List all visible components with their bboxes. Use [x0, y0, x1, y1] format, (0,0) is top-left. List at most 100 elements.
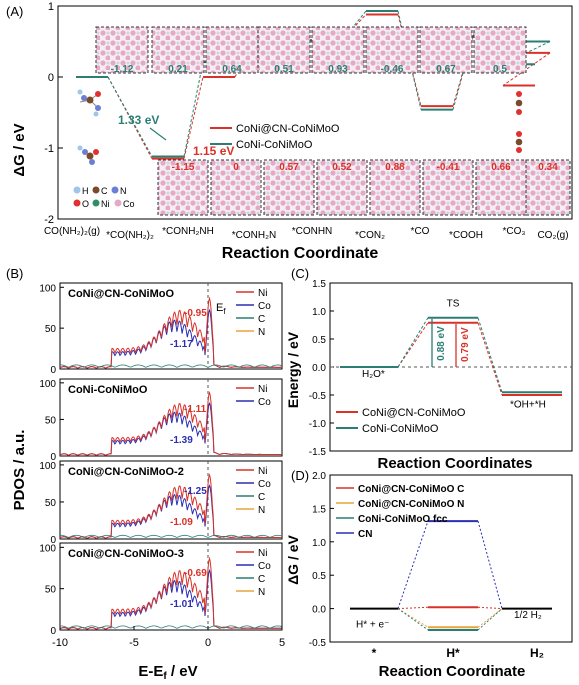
b-curve-co-1	[59, 401, 282, 456]
c-ytick-label: 1.0	[312, 307, 326, 318]
b-xtick-label: 5	[279, 637, 285, 649]
b-legend-label-3-1: Co	[258, 561, 271, 572]
d-connector-0-0	[397, 606, 429, 610]
d-legend-label-3: CN	[358, 529, 372, 540]
d-connector-0-1	[477, 606, 503, 610]
b-ytick-label: 0	[50, 365, 56, 376]
b-subpanel-title-1: CoNi-CoNiMoO	[68, 384, 148, 396]
atom-ni-dot	[92, 199, 100, 207]
a-structure-bottom-2	[263, 159, 315, 216]
d-legend-label-0: CoNi@CN-CoNiMoO C	[358, 484, 464, 495]
b-ytick-label: 50	[45, 498, 57, 509]
b-center-label-2-2: -1.09	[170, 517, 193, 528]
d-connector-1-1	[477, 608, 503, 628]
b-subpanel-frame-0	[59, 282, 283, 370]
b-ytick-label: 50	[45, 585, 57, 596]
d-ytick-label: 1.5	[312, 504, 326, 515]
c-ytick-label: 0.0	[312, 363, 326, 374]
b-ytick-label: 50	[45, 324, 57, 335]
panel-a-legend: CoNi@CN-CoNiMoO CoNi-CoNiMoO	[210, 123, 340, 151]
b-curve-c-0	[60, 364, 283, 368]
panel-a-annotation-1: 1.33 eV	[118, 113, 159, 127]
a-step-label-bottom-4: 0.88	[385, 162, 405, 173]
d-category-label-0: *	[372, 646, 377, 660]
d-connector-2-0	[397, 608, 429, 631]
c-connector-1-1	[477, 317, 503, 393]
a-step-label-top-3: 0.51	[274, 64, 294, 75]
c-state-label-2: *OH+*H	[510, 399, 546, 410]
legend-label-conicn: CoNi@CN-CoNiMoO	[236, 123, 340, 135]
panel-b-y-axis-label: PDOS / a.u.	[11, 430, 28, 511]
d-ytick-label: 0.0	[312, 605, 326, 616]
panel-a-x-axis-label: Reaction Coordinate	[222, 245, 379, 262]
b-ytick-label: 50	[45, 415, 57, 426]
a-ytick-label: 0	[48, 72, 54, 84]
b-legend-label-0-0: Ni	[258, 288, 267, 299]
b-subpanel-1: 0 50 100 CoNi-CoNiMoO Ni Co -1.11 -1.39	[39, 378, 283, 463]
a-step-label-bottom-7: 0.34	[538, 162, 558, 173]
b-subpanel-title-2: CoNi@CN-CoNiMoO-2	[68, 466, 184, 478]
b-center-label-1-3: -0.69	[184, 568, 207, 579]
panel-d-label: (D)	[291, 468, 309, 483]
d-connector-3-0	[397, 520, 429, 609]
a-step-label-bottom-6: 0.66	[491, 162, 511, 173]
c-connector-0-0	[397, 322, 429, 368]
a-step-label-top-5: -0.46	[381, 64, 404, 75]
a-category-label-0: CO(NH₂)₂(g)	[44, 226, 100, 237]
panel-d-frame	[329, 474, 573, 643]
d-ytick-label: -0.5	[309, 638, 327, 649]
b-legend-label-0-2: C	[258, 314, 265, 325]
d-state-label-1: 1/2 H₂	[514, 610, 542, 621]
a-category-label-1: *CO(NH₂)₂	[106, 230, 154, 241]
a-step-label-top-6: 0.67	[436, 64, 456, 75]
b-ytick-label: 0	[50, 626, 56, 637]
b-fermi-label: Ef	[216, 302, 226, 316]
d-category-label-1: H*	[446, 646, 460, 660]
c-barrier-label-2: 0.79 eV	[460, 327, 471, 362]
b-legend-label-3-3: N	[258, 587, 265, 598]
a-ytick-label: 1	[48, 1, 54, 13]
atom-o-label: O	[82, 199, 89, 209]
b-legend-label-1-0: Ni	[258, 384, 267, 395]
c-connector-0-1	[477, 322, 503, 396]
b-xtick-label: -5	[129, 637, 139, 649]
atom-c-label: C	[101, 186, 108, 196]
d-connector-3-1	[477, 520, 503, 609]
panel-d-x-axis-label: Reaction Coordinate	[379, 663, 526, 680]
c-ytick-label: -1.0	[309, 419, 327, 430]
co2-molecule-icon	[515, 91, 523, 153]
a-category-label-9: CO₂(g)	[537, 230, 568, 241]
b-subpanel-2: 0 50 100 CoNi@CN-CoNiMoO-2 Ni Co CN -1.25 -1.09	[39, 460, 283, 546]
panel-a: (A) -2 -1 0 1 -1.12 0.21 0.64 0.51 0.93 -0.46 0.6…	[6, 1, 573, 262]
a-structure-top-6	[419, 26, 473, 74]
d-ytick-label: 1.0	[312, 538, 326, 549]
atom-h-label: H	[82, 186, 89, 196]
panel-a-annotation-1-arrow	[149, 127, 167, 141]
d-ytick-label: 2.0	[312, 471, 326, 482]
atom-o-dot	[73, 199, 81, 207]
d-legend-label-2: CoNi-CoNiMoO fcc	[358, 514, 448, 525]
a-category-label-3: *CONH₂N	[232, 230, 276, 241]
a-structure-bottom-1	[210, 159, 262, 216]
a-structure-bottom-4	[369, 159, 421, 216]
b-subpanel-title-3: CoNi@CN-CoNiMoO-3	[68, 548, 184, 560]
a-ytick-label: -1	[44, 143, 54, 155]
b-curve-ni-2	[59, 473, 282, 539]
a-structure-top-1	[151, 26, 205, 74]
b-xtick-label: 0	[205, 637, 211, 649]
d-connector-2-1	[477, 608, 503, 631]
a-category-label-4: *CONHN	[292, 226, 333, 237]
b-curve-ni-1	[59, 391, 282, 456]
d-legend-label-1: CoNi@CN-CoNiMoO N	[358, 499, 464, 510]
a-connector-0-8	[502, 52, 551, 86]
b-legend-label-3-2: C	[258, 574, 265, 585]
a-step-label-top-7: 0.5	[493, 64, 507, 75]
b-curve-ni-3	[59, 556, 282, 630]
panel-c-label: (C)	[291, 266, 309, 281]
a-connector-0-1	[183, 76, 204, 159]
b-curve-ni-0	[59, 296, 282, 369]
b-ytick-label: 100	[39, 543, 56, 554]
b-xtick-label: -10	[52, 637, 68, 649]
a-structure-bottom-5	[422, 159, 474, 216]
a-structure-bottom-3	[316, 159, 368, 216]
